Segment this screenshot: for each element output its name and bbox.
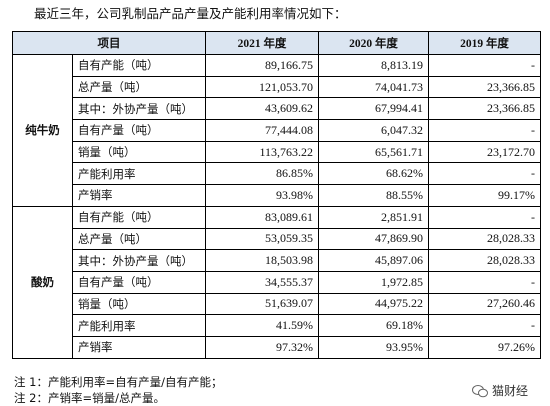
header-cell: 项目 [12, 31, 206, 55]
row-label: 产能利用率 [72, 162, 206, 186]
watermark: 猫财经 [471, 382, 528, 399]
value-cell: 23,366.85 [428, 75, 541, 99]
table-row: 自有产量（吨） 77,444.08 6,047.32- [13, 119, 541, 142]
row-label: 产销率 [72, 184, 206, 207]
row-label: 其中：外协产量（吨） [72, 97, 206, 121]
value-cell: 45,897.06 [318, 249, 429, 272]
value-cell: 113,763.22 [205, 140, 319, 164]
table-row: 产能利用率 86.85% 68.62% - [13, 162, 541, 186]
value-cell: - [428, 119, 541, 142]
value-cell: 1,972.85 [318, 270, 429, 294]
row-label: 产销率 [72, 335, 206, 359]
value-cell: 6,047.32 [318, 119, 429, 142]
value-cell: 67,994.41 [318, 97, 429, 121]
value-cell: 74,041.73 [318, 75, 429, 99]
intro: 最近三年，公司乳制品产品产量及产能利用率情况如下： [34, 6, 347, 21]
note: 注 1：产能利用率=自有产量/自有产能； [14, 375, 223, 389]
value-cell: 28,028.33 [428, 227, 541, 251]
group-label: 酸奶 [12, 205, 73, 359]
row-label: 销量（吨） [72, 140, 206, 164]
value-cell: 43,609.62 [205, 97, 319, 121]
value-cell: 69.18% [318, 314, 429, 337]
value-cell: 51,639.07 [205, 292, 319, 316]
table: 项目 2021 年度 2020 年度 2019 年度 纯牛奶 自有产能（吨） 89,166.… [12, 31, 541, 359]
table-row: 总产量（吨） 53,059.35 47,869.90 28,028.33 [13, 227, 541, 251]
table-row: 销量（吨） 113,763.22 65,561.71 23,172.70 [13, 140, 541, 164]
value-cell: 18,503.98 [205, 249, 319, 272]
table-row: 产能利用率 41.59% 69.18% - [13, 314, 541, 337]
value-cell: 53,059.35 [205, 227, 319, 251]
row-label: 自有产量（吨） [72, 270, 206, 294]
value-cell: 47,869.90 [318, 227, 429, 251]
header-cell: 2021 年度 [205, 31, 319, 55]
row-label: 自有产量（吨） [72, 119, 206, 142]
value-cell: 23,366.85 [428, 97, 541, 121]
value-cell: 23,172.70 [428, 140, 541, 164]
value-cell: 41.59% [205, 314, 319, 337]
value-cell: 8,813.19 [318, 54, 429, 77]
value-cell: - [428, 314, 541, 337]
value-cell: - [428, 205, 541, 229]
value-cell: 99.17% [428, 184, 541, 207]
value-cell: 97.32% [205, 335, 319, 359]
row-label: 总产量（吨） [72, 75, 206, 99]
value-cell: - [428, 162, 541, 186]
value-cell: 68.62% [318, 162, 429, 186]
watermark-icon [471, 384, 488, 397]
table-row: 产销率 93.98% 88.55% 99.17% [13, 184, 541, 207]
value-cell: 121,053.70 [205, 75, 319, 99]
note: 注 2：产销率=销量/总产量。 [14, 391, 165, 405]
table-row: 自有产量（吨） 34,555.37 1,972.85- [13, 270, 541, 294]
value-cell: 34,555.37 [205, 270, 319, 294]
header-cell: 2019 年度 [428, 31, 541, 55]
table-row: 销量（吨） 51,639.07 44,975.22 27,260.46 [13, 292, 541, 316]
value-cell: 97.26% [428, 335, 541, 359]
value-cell: 65,561.71 [318, 140, 429, 164]
value-cell: 77,444.08 [205, 119, 319, 142]
header-cell: 2020 年度 [318, 31, 429, 55]
value-cell: 44,975.22 [318, 292, 429, 316]
row-label: 自有产能（吨） [72, 54, 206, 77]
row-label: 销量（吨） [72, 292, 206, 316]
value-cell: - [428, 270, 541, 294]
table-row: 产销率 97.32% 93.95% 97.26% [13, 335, 541, 359]
value-cell: 86.85% [205, 162, 319, 186]
row-label: 产能利用率 [72, 314, 206, 337]
value-cell: 88.55% [318, 184, 429, 207]
table-row: 总产量（吨） 121,053.70 74,041.73 23,366.85 [13, 75, 541, 99]
table-row: 纯牛奶 自有产能（吨） 89,166.75 8,813.19- [12, 54, 541, 207]
header-row: 项目 2021 年度 2020 年度 2019 年度 [12, 31, 541, 55]
value-cell: 2,851.91 [318, 205, 429, 229]
row-label: 自有产能（吨） [72, 205, 206, 229]
value-cell: 27,260.46 [428, 292, 541, 316]
value-cell: 28,028.33 [428, 249, 541, 272]
table-row: 其中：外协产量（吨） 18,503.98 45,897.06 28,028.33 [13, 249, 541, 272]
row-label: 总产量（吨） [72, 227, 206, 251]
value-cell: 83,089.61 [205, 205, 319, 229]
value-cell: 93.95% [318, 335, 429, 359]
value-cell: 93.98% [205, 184, 319, 207]
watermark-text: 猫财经 [491, 384, 528, 398]
value-cell: - [428, 54, 541, 77]
table-row: 其中：外协产量（吨） 43,609.62 67,994.41 23,366.85 [13, 97, 541, 121]
row-label: 其中：外协产量（吨） [72, 249, 206, 272]
table-row: 酸奶 自有产能（吨） 83,089.61 2,851.91- [12, 205, 541, 359]
value-cell: 89,166.75 [205, 54, 319, 77]
group-label: 纯牛奶 [12, 54, 73, 207]
